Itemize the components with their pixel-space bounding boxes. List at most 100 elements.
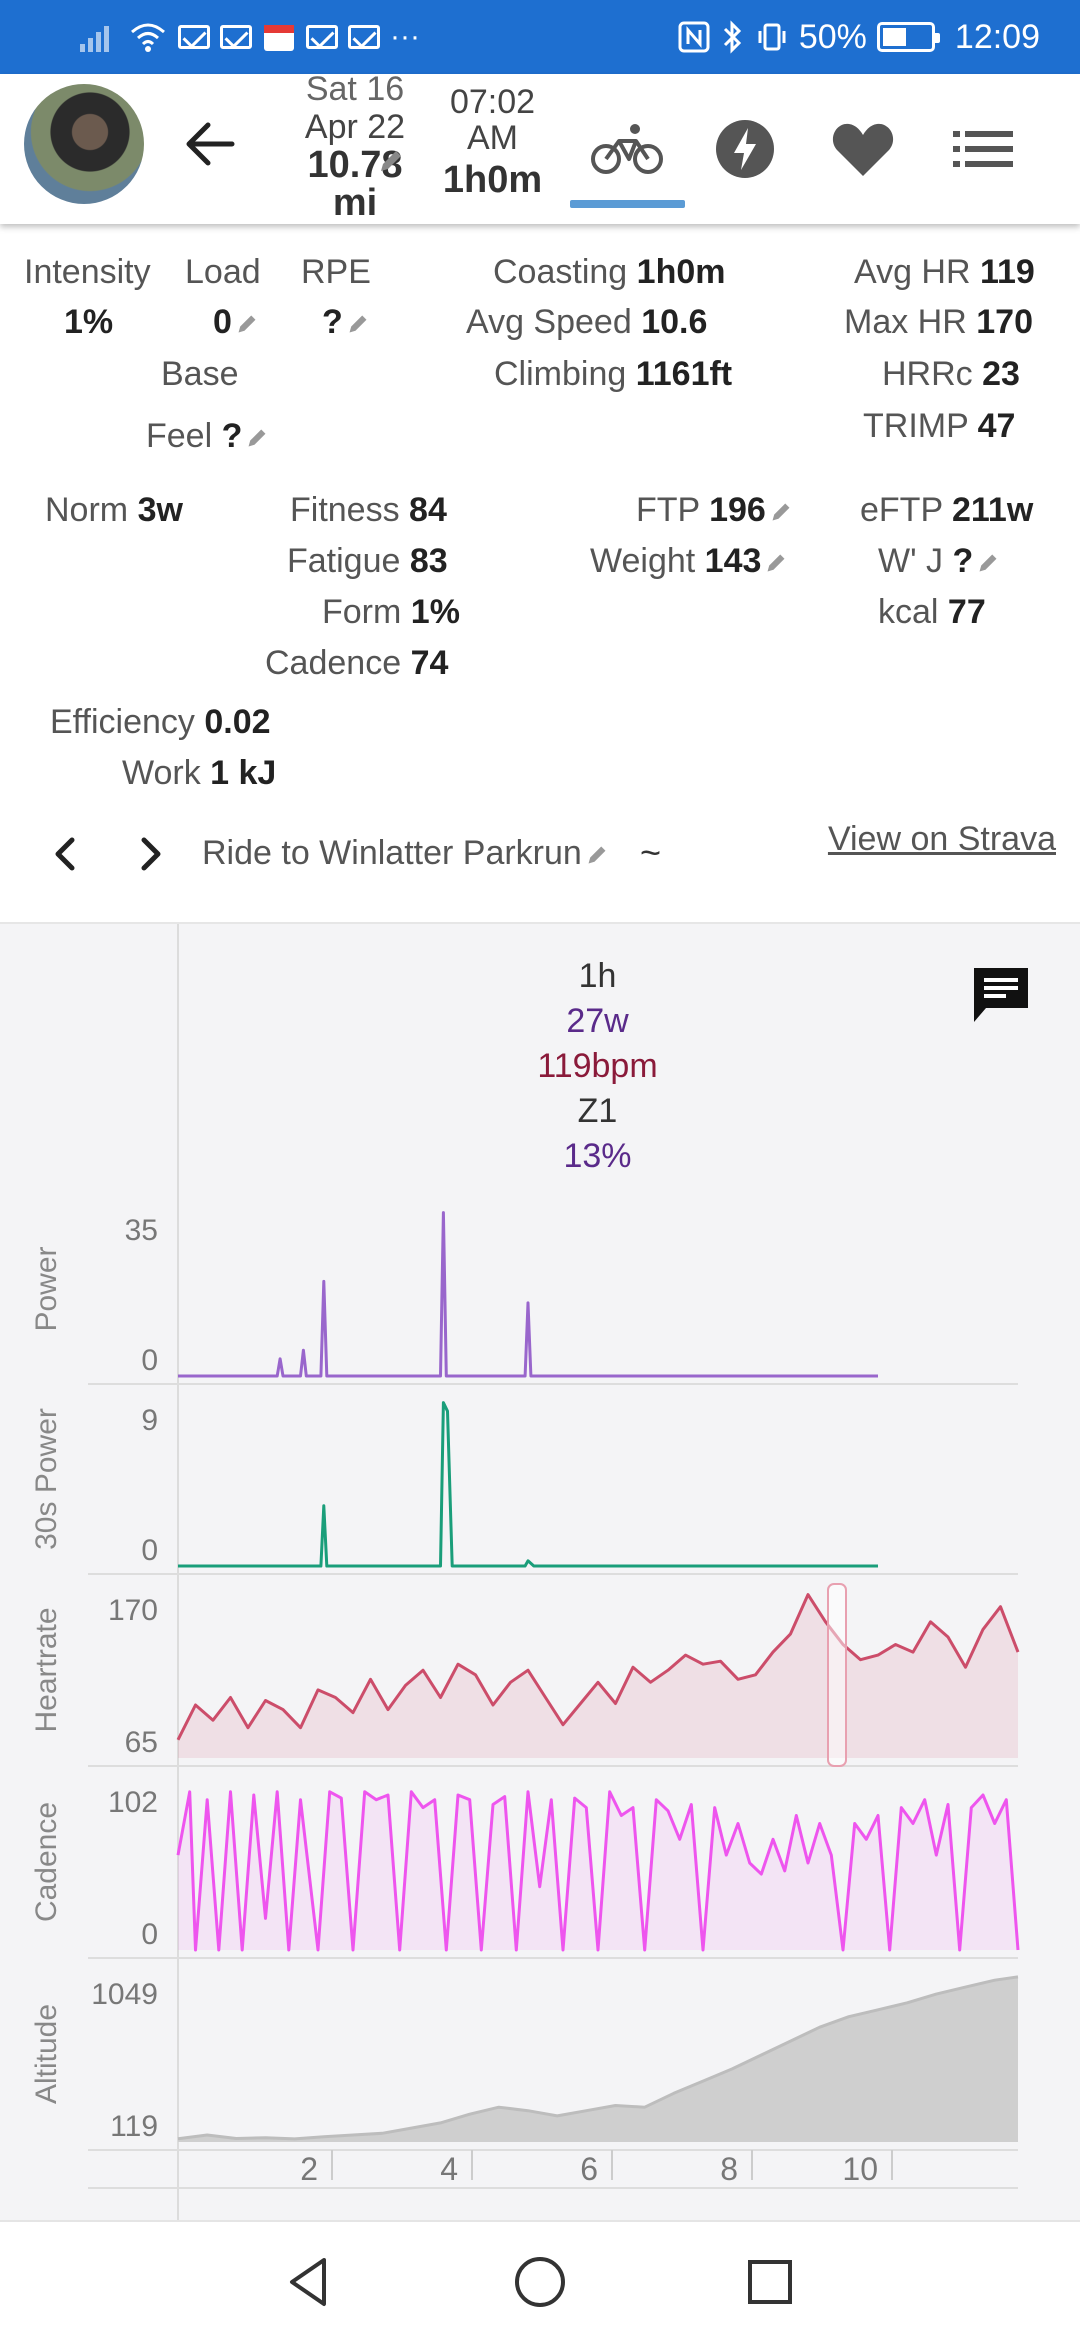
trimp-value: 47 xyxy=(977,407,1016,445)
heart-icon xyxy=(832,123,894,176)
series-line xyxy=(176,1593,1020,1741)
activity-name-text: Ride to Winlatter Parkrun xyxy=(202,834,582,872)
bluetooth-icon xyxy=(723,20,741,54)
status-left: ··· xyxy=(78,14,420,60)
edit-ftp-pencil-icon[interactable] xyxy=(770,501,792,523)
start-time: 07:02 xyxy=(449,83,536,121)
lightning-icon xyxy=(716,120,774,178)
y-max-label: 170 xyxy=(108,1594,158,1627)
edit-name-pencil-icon[interactable] xyxy=(586,844,608,866)
battery-icon xyxy=(876,22,940,52)
eftp-label: eFTP xyxy=(860,491,943,529)
panel-name: 30s Power xyxy=(30,1408,63,1550)
tooltip-power: 27w xyxy=(566,1002,629,1040)
ftp-stat[interactable]: FTP 196 xyxy=(636,490,792,530)
max-hr-value: 170 xyxy=(976,303,1033,341)
edit-weight-pencil-icon[interactable] xyxy=(765,552,787,574)
y-max-label: 35 xyxy=(125,1214,158,1247)
climbing-value: 1161ft xyxy=(635,355,733,393)
series-area xyxy=(178,1594,1018,1758)
edit-feel-pencil-icon[interactable] xyxy=(246,427,268,449)
kcal-label: kcal xyxy=(878,593,939,631)
clock: 12:09 xyxy=(954,17,1040,56)
nav-recents-icon[interactable] xyxy=(740,2252,800,2312)
avg-hr-value: 119 xyxy=(979,253,1035,291)
back-arrow-icon[interactable] xyxy=(180,114,240,174)
chart-tooltip: 1h 27w 119bpm Z1 13% xyxy=(480,954,715,1179)
more-notifications: ··· xyxy=(390,20,420,53)
activity-name[interactable]: Ride to Winlatter Parkrun xyxy=(202,834,608,873)
norm-label: Norm xyxy=(45,491,129,529)
fitness-value: 84 xyxy=(409,491,447,529)
hr-max-marker xyxy=(827,1583,847,1767)
load-value: 0 xyxy=(213,303,232,341)
eftp-value: 211w xyxy=(951,491,1034,529)
ftp-label: FTP xyxy=(636,491,700,529)
edit-rpe-pencil-icon[interactable] xyxy=(347,313,369,335)
load-stat[interactable]: 0 xyxy=(213,302,258,342)
nfc-icon xyxy=(678,21,710,53)
activity-tilde[interactable]: ~ xyxy=(640,832,662,873)
avatar[interactable] xyxy=(24,84,144,204)
tab-heartrate[interactable] xyxy=(813,104,913,194)
cadence-value: 74 xyxy=(410,644,449,682)
list-icon xyxy=(953,131,1013,167)
comment-icon[interactable] xyxy=(970,964,1032,1026)
panel-name: Heartrate xyxy=(30,1607,63,1732)
weight-stat[interactable]: Weight 143 xyxy=(590,541,787,581)
activity-distance-unit: mi xyxy=(332,182,378,224)
y-min-label: 0 xyxy=(141,1534,158,1567)
nav-back-icon[interactable] xyxy=(280,2252,340,2312)
mail-icon xyxy=(178,25,210,49)
bike-icon xyxy=(591,124,663,174)
edit-wj-pencil-icon[interactable] xyxy=(977,552,999,574)
y-min-label: 0 xyxy=(141,1918,158,1951)
tab-activity[interactable] xyxy=(577,104,677,194)
form-label: Form xyxy=(322,593,402,631)
y-min-label: 65 xyxy=(125,1726,158,1759)
activity-chart[interactable]: 35 0 Power 9 0 30s Power 170 65 Heartrate 102 0 Cad… xyxy=(0,924,1080,2220)
activity-date: Sat 16 Apr 22 10.78 mi xyxy=(290,70,420,222)
divider xyxy=(0,922,1080,924)
intensity-value: 1% xyxy=(64,303,114,341)
edit-distance-pencil-icon[interactable] xyxy=(378,148,404,174)
weight-value: 143 xyxy=(704,542,762,580)
form-value: 1% xyxy=(410,593,460,631)
series-line xyxy=(177,1975,1019,2141)
chevron-right-icon[interactable] xyxy=(128,832,172,876)
work-value: 1 kJ xyxy=(210,754,277,792)
feel-stat[interactable]: Feel ? xyxy=(146,416,268,456)
fitness-label: Fitness xyxy=(290,491,400,529)
mail-icon xyxy=(220,25,252,49)
tab-power[interactable] xyxy=(695,104,795,194)
x-tick-label: 4 xyxy=(440,2151,458,2187)
tab-intervals[interactable] xyxy=(933,104,1033,194)
battery-percent: 50% xyxy=(798,17,867,56)
rpe-label: RPE xyxy=(301,253,371,291)
chevron-left-icon[interactable] xyxy=(44,832,88,876)
avg-hr-label: Avg HR xyxy=(854,253,971,291)
intensity-label: Intensity xyxy=(24,253,151,291)
edit-load-pencil-icon[interactable] xyxy=(236,313,258,335)
panel-name: Altitude xyxy=(30,2004,63,2104)
kcal-value: 77 xyxy=(947,593,986,631)
wifi-icon xyxy=(131,23,165,52)
system-navigation-bar xyxy=(0,2220,1080,2340)
work-label: Work xyxy=(122,754,201,792)
tooltip-time: 1h xyxy=(578,957,617,995)
series-area xyxy=(178,1976,1018,2142)
efficiency-label: Efficiency xyxy=(50,703,195,741)
rpe-stat[interactable]: ? xyxy=(322,302,369,342)
status-bar: ··· 50% 12:09 xyxy=(0,0,1080,74)
tooltip-hr: 119bpm xyxy=(537,1047,658,1085)
view-on-strava-link[interactable]: View on Strava xyxy=(827,820,1056,858)
activity-date-text: Apr 22 xyxy=(304,108,406,146)
mail-icon xyxy=(348,25,380,49)
tooltip-zone: Z1 xyxy=(577,1092,618,1130)
norm-value: 3w xyxy=(137,491,183,529)
wj-stat[interactable]: W' J ? xyxy=(878,541,999,581)
tooltip-pct: 13% xyxy=(563,1137,632,1175)
weight-label: Weight xyxy=(590,542,696,580)
nav-home-icon[interactable] xyxy=(510,2252,570,2312)
